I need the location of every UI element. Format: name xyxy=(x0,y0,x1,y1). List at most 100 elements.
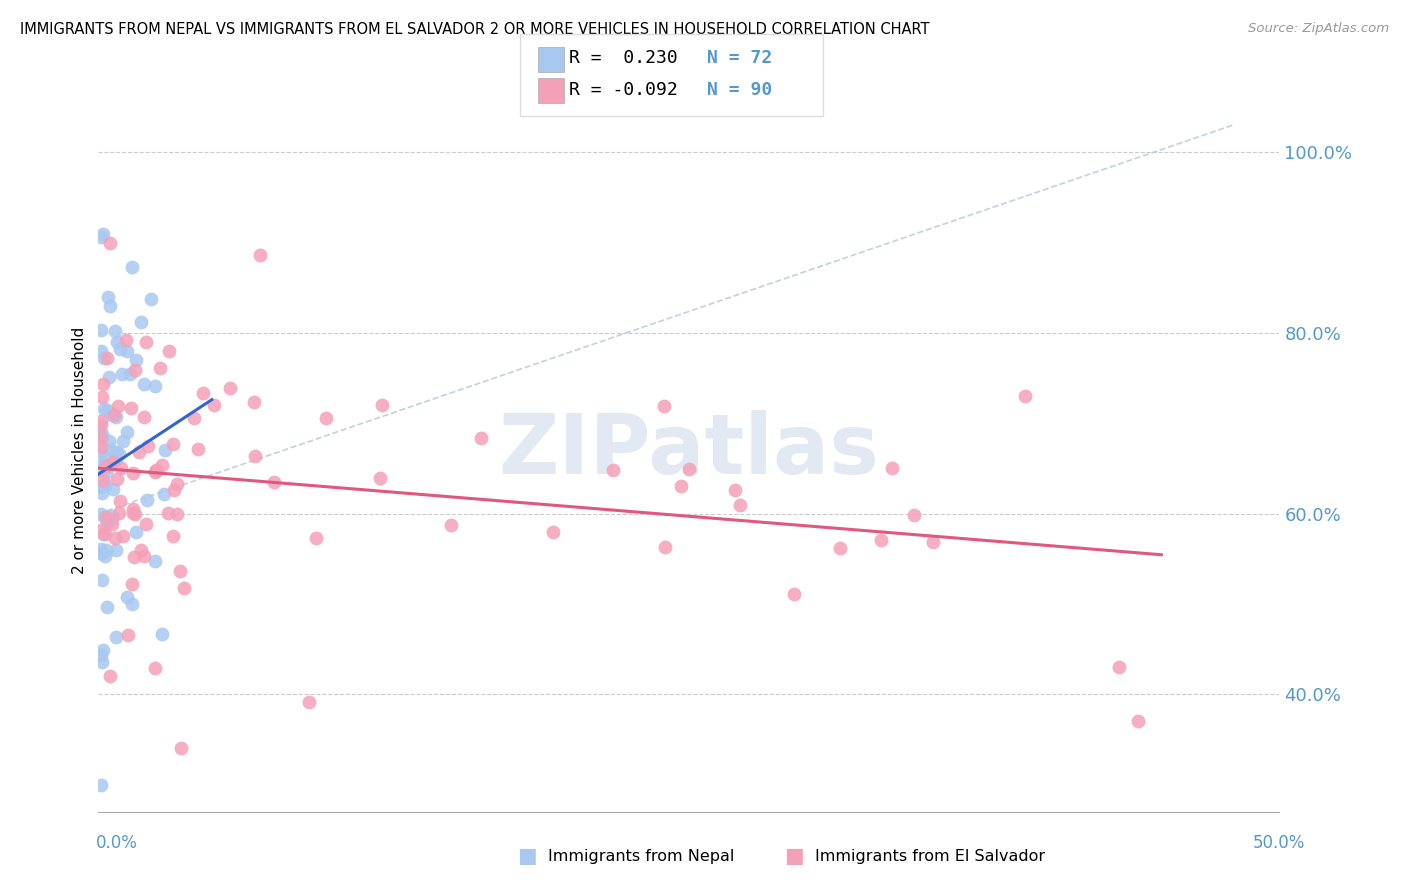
Point xyxy=(121,467,143,481)
Point xyxy=(153,487,176,501)
Point xyxy=(143,661,166,675)
Point xyxy=(169,564,191,578)
Point xyxy=(166,476,188,491)
Point xyxy=(880,460,903,475)
Text: 50.0%: 50.0% xyxy=(1253,834,1305,852)
Point xyxy=(371,398,394,412)
Point xyxy=(122,507,145,521)
Point xyxy=(150,458,173,473)
Point xyxy=(125,353,148,368)
Point xyxy=(173,582,195,596)
Text: Source: ZipAtlas.com: Source: ZipAtlas.com xyxy=(1249,22,1389,36)
Text: R =  0.230: R = 0.230 xyxy=(569,49,678,67)
Point xyxy=(143,554,166,568)
Point xyxy=(91,473,114,487)
Point xyxy=(121,260,143,274)
Point xyxy=(187,442,209,456)
Point xyxy=(94,542,117,557)
Point xyxy=(93,351,115,365)
Text: Immigrants from Nepal: Immigrants from Nepal xyxy=(548,849,735,863)
Point xyxy=(145,463,167,477)
Point xyxy=(156,506,179,520)
Point xyxy=(162,437,184,451)
Point xyxy=(90,648,112,663)
Point xyxy=(163,483,186,498)
Point xyxy=(1014,389,1036,403)
Point xyxy=(135,492,157,507)
Point xyxy=(470,431,492,445)
Point xyxy=(104,453,127,467)
Point xyxy=(108,507,131,521)
Point xyxy=(108,494,131,508)
Point xyxy=(870,533,893,547)
Point xyxy=(112,529,135,543)
Point xyxy=(117,425,139,440)
Point xyxy=(94,450,117,464)
Point xyxy=(149,361,172,376)
Point xyxy=(104,409,127,424)
Text: R = -0.092: R = -0.092 xyxy=(569,81,678,99)
Point xyxy=(1108,660,1130,674)
Point xyxy=(166,508,188,522)
Point xyxy=(669,479,692,493)
Point xyxy=(98,370,121,384)
Point xyxy=(90,778,112,792)
Point xyxy=(103,455,125,469)
Point xyxy=(101,516,124,531)
Point xyxy=(107,399,129,413)
Point xyxy=(121,597,143,611)
Point xyxy=(90,230,112,244)
Point xyxy=(91,655,114,669)
Point xyxy=(242,395,264,409)
Point xyxy=(90,440,112,454)
Point xyxy=(602,463,624,477)
Point xyxy=(101,408,124,422)
Point xyxy=(191,385,214,400)
Point xyxy=(104,324,127,338)
Point xyxy=(105,543,128,558)
Point xyxy=(90,546,112,560)
Point xyxy=(94,510,117,524)
Text: N = 90: N = 90 xyxy=(707,81,772,99)
Point xyxy=(132,376,155,391)
Point xyxy=(122,502,145,516)
Text: ■: ■ xyxy=(517,847,537,866)
Text: 0.0%: 0.0% xyxy=(96,834,138,852)
Point xyxy=(101,512,124,526)
Y-axis label: 2 or more Vehicles in Household: 2 or more Vehicles in Household xyxy=(72,326,87,574)
Point xyxy=(170,741,193,756)
Point xyxy=(91,376,114,391)
Point xyxy=(150,627,173,641)
Point xyxy=(90,323,112,337)
Point xyxy=(94,510,117,524)
Point xyxy=(183,411,205,425)
Point xyxy=(153,442,176,457)
Point xyxy=(98,434,121,448)
Point xyxy=(368,470,391,484)
Point xyxy=(143,465,166,479)
Point xyxy=(652,400,675,414)
Point xyxy=(903,508,925,523)
Point xyxy=(94,549,117,563)
Point xyxy=(90,414,112,428)
Point xyxy=(104,531,127,545)
Text: IMMIGRANTS FROM NEPAL VS IMMIGRANTS FROM EL SALVADOR 2 OR MORE VEHICLES IN HOUSE: IMMIGRANTS FROM NEPAL VS IMMIGRANTS FROM… xyxy=(20,22,929,37)
Text: Immigrants from El Salvador: Immigrants from El Salvador xyxy=(815,849,1046,863)
Point xyxy=(541,524,564,539)
Point xyxy=(439,518,461,533)
Point xyxy=(108,447,131,461)
Point xyxy=(921,535,943,549)
Text: ■: ■ xyxy=(785,847,804,866)
Point xyxy=(91,227,114,241)
Point xyxy=(1126,714,1149,729)
Point xyxy=(98,668,121,682)
Point xyxy=(118,368,141,382)
Point xyxy=(135,334,157,349)
Point xyxy=(315,411,337,425)
Point xyxy=(134,549,156,563)
Point xyxy=(103,482,125,496)
Point xyxy=(93,401,115,416)
Point xyxy=(129,543,152,558)
Point xyxy=(105,334,128,349)
Point xyxy=(263,475,285,489)
